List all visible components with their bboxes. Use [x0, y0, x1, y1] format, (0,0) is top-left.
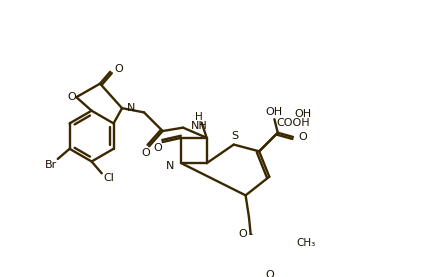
Text: S: S: [231, 131, 238, 141]
Text: O: O: [298, 132, 307, 142]
Text: H: H: [195, 112, 203, 122]
Text: OH: OH: [295, 109, 312, 119]
Text: CH₃: CH₃: [296, 238, 315, 248]
Text: NH: NH: [190, 121, 207, 131]
Text: N: N: [127, 103, 136, 113]
Text: O: O: [265, 270, 274, 277]
Text: O: O: [114, 64, 123, 74]
Text: N: N: [166, 161, 175, 171]
Text: Cl: Cl: [103, 173, 114, 183]
Text: O: O: [153, 143, 162, 153]
Text: O: O: [141, 148, 150, 158]
Text: O: O: [68, 92, 77, 102]
Text: Br: Br: [45, 160, 57, 170]
Text: COOH: COOH: [276, 118, 310, 129]
Text: O: O: [239, 229, 248, 239]
Text: OH: OH: [266, 107, 283, 117]
